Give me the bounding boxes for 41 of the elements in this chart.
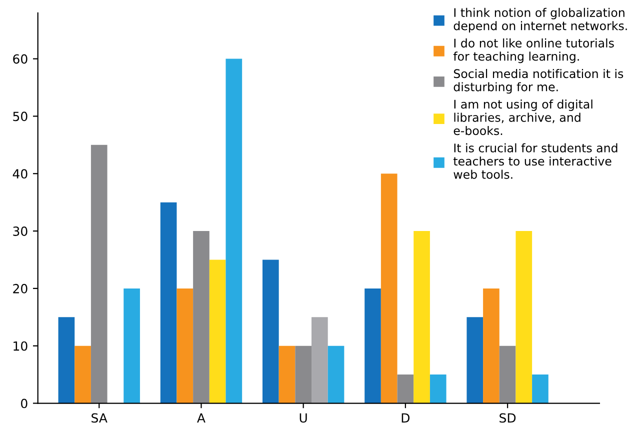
bar	[262, 260, 279, 404]
legend-label: Social media notification it is disturbing for me.	[454, 68, 624, 94]
y-tick-label: 0	[21, 398, 28, 408]
bar	[380, 174, 398, 404]
bar	[364, 288, 381, 404]
bar	[58, 317, 75, 404]
x-tick-label: U	[300, 413, 307, 423]
bar	[160, 202, 177, 404]
bar	[414, 231, 430, 404]
y-tick-label: 60	[13, 54, 28, 64]
bar	[124, 288, 140, 404]
bar	[176, 288, 194, 404]
y-tick-label: 30	[13, 226, 28, 236]
bar	[312, 317, 328, 404]
y-tick-label: 10	[14, 341, 28, 351]
y-tick-label: 50	[13, 112, 28, 122]
legend-label: I do not like online tutorials for teaching learning.	[453, 38, 614, 64]
bar	[74, 346, 91, 404]
bar	[90, 144, 108, 404]
bar	[516, 231, 532, 404]
bar	[499, 346, 516, 404]
legend-label: It is crucial for students and teachers to use interactive web tools.	[453, 143, 618, 179]
bar	[466, 317, 484, 404]
x-tick-label: SA	[92, 413, 108, 423]
bar	[193, 231, 210, 404]
bar	[278, 346, 296, 404]
bar	[532, 374, 548, 404]
bar	[295, 346, 312, 404]
bar	[483, 288, 500, 404]
bar	[226, 58, 242, 404]
bar	[209, 260, 226, 404]
legend-label: I think notion of globalization depend on internet networks.	[454, 8, 627, 33]
y-tick-label: 20	[13, 284, 28, 294]
x-tick-label: SD	[500, 413, 516, 423]
bar	[328, 346, 344, 404]
bar	[430, 374, 446, 404]
y-tick-label: 40	[12, 169, 28, 179]
x-tick-label: D	[402, 413, 410, 422]
bar	[397, 374, 414, 404]
legend-label: I am not using of digital libraries, archive, and e-books.	[454, 100, 592, 136]
x-tick-label: A	[197, 413, 206, 422]
